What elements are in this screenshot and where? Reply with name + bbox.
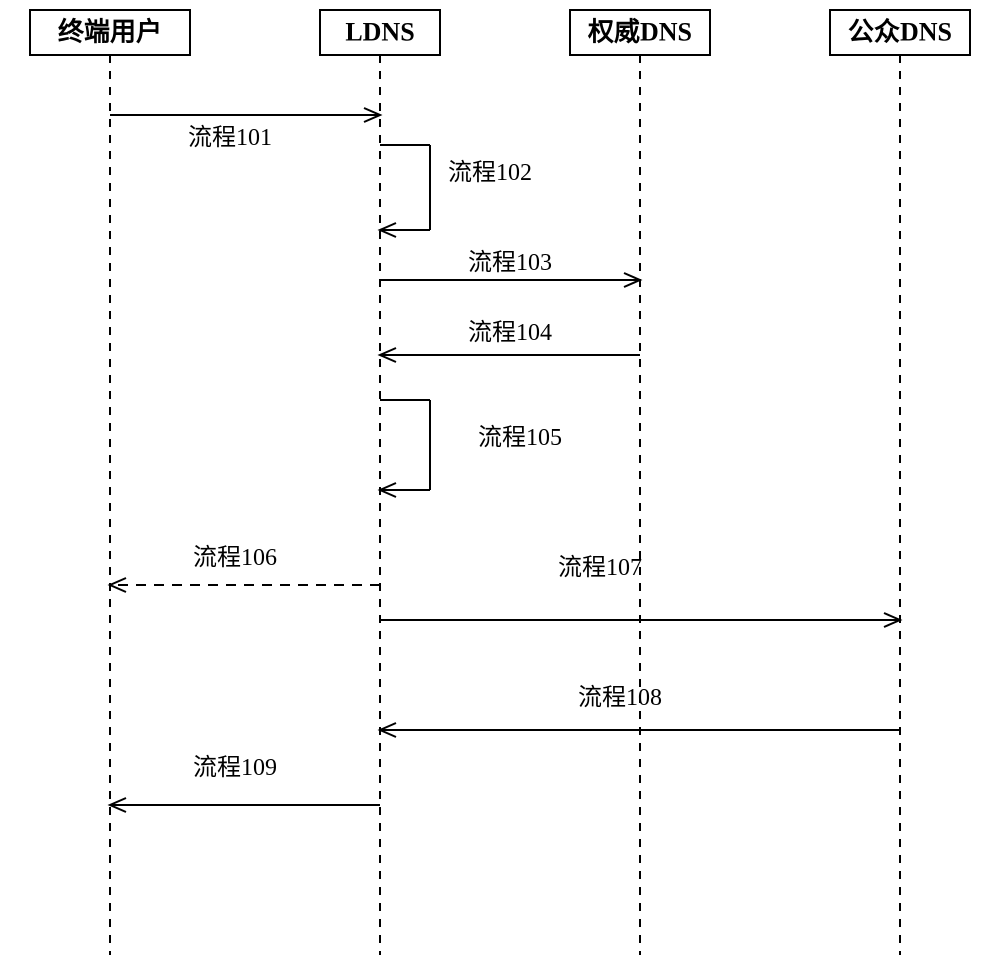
message-label-109: 流程109 [193, 754, 277, 781]
message-label-101: 流程101 [188, 124, 272, 151]
message-label-102: 流程102 [448, 159, 532, 186]
participant-label-ldns: LDNS [345, 17, 414, 46]
message-label-107: 流程107 [558, 554, 642, 581]
participant-label-public_dns: 公众DNS [848, 17, 952, 46]
message-label-108: 流程108 [578, 684, 662, 711]
participant-label-end_user: 终端用户 [58, 16, 162, 46]
sequence-diagram: 终端用户 LDNS 权威DNS 公众DNS 流程101 流程102 流程103 流程104 流程… [0, 0, 1000, 974]
message-label-104: 流程104 [468, 319, 552, 346]
message-label-105: 流程105 [478, 424, 562, 451]
message-label-106: 流程106 [193, 544, 277, 571]
message-label-103: 流程103 [468, 249, 552, 276]
participant-label-auth_dns: 权威DNS [587, 16, 692, 46]
